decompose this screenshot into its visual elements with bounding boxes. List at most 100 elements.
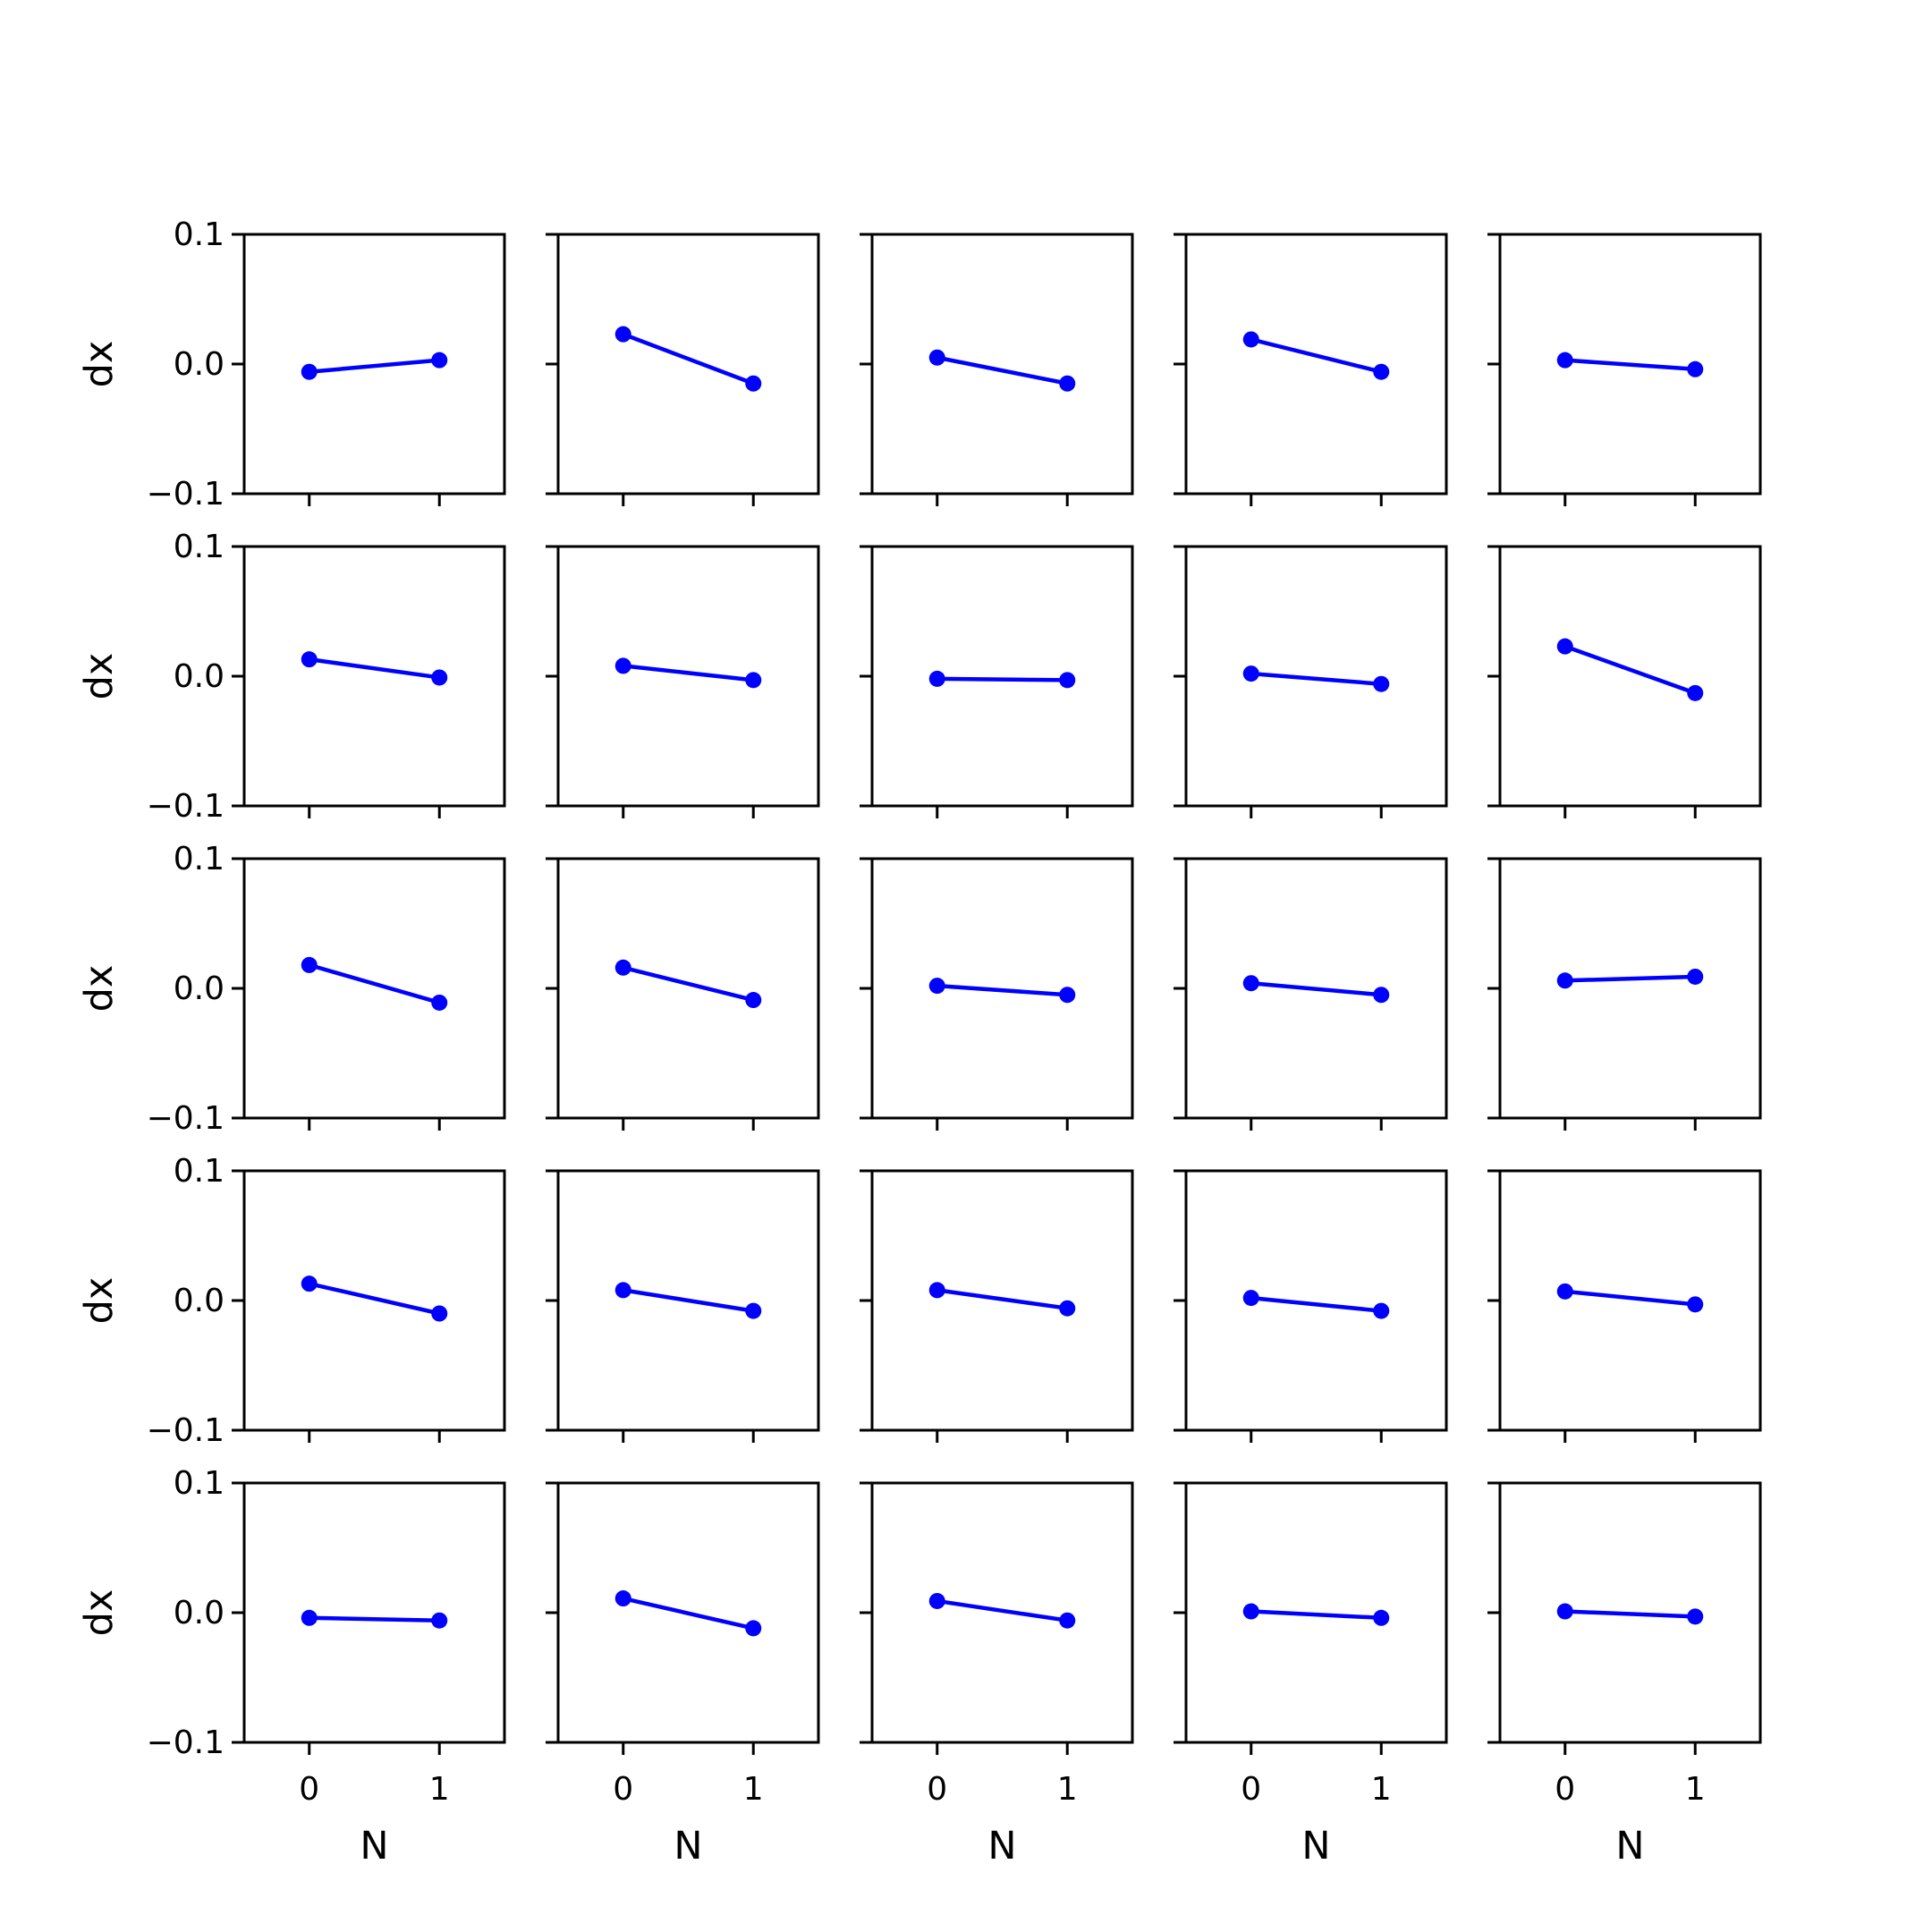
- axes-frame: [242, 857, 506, 1120]
- x-tick-label: 0: [613, 1771, 633, 1808]
- data-point: [1373, 363, 1390, 380]
- subplot-r3-c1: 0.1 0.0 −0.1 dx: [77, 841, 506, 1137]
- series-line: [1563, 644, 1697, 695]
- subplot-r1-c5: [1487, 233, 1762, 506]
- x-tick-label: 1: [1371, 1771, 1392, 1808]
- axes-frame: [1498, 545, 1762, 808]
- series-line: [1564, 358, 1696, 372]
- data-point: [1373, 1302, 1390, 1319]
- y-tick-label: −0.1: [147, 1100, 225, 1137]
- series-line: [1250, 980, 1382, 997]
- y-tick-label: 0.1: [174, 529, 225, 565]
- subplot-r4-c1: 0.1 0.0 −0.1 dx: [77, 1153, 506, 1449]
- axes-frame: [1498, 1169, 1762, 1432]
- x-tick-label: 0: [1241, 1771, 1261, 1808]
- y-tick-label: −0.1: [147, 476, 225, 513]
- x-tick-label: 0: [299, 1771, 319, 1808]
- series-line: [623, 965, 754, 1003]
- data-point: [1687, 968, 1704, 985]
- series-line: [1564, 1289, 1696, 1307]
- data-point: [745, 992, 762, 1009]
- y-tick-label: −0.1: [147, 1412, 225, 1449]
- series-line: [936, 676, 1068, 682]
- data-point: [745, 1620, 762, 1637]
- series-line: [936, 1598, 1068, 1623]
- subplot-r2-c2: [546, 545, 820, 818]
- series-line: [1250, 337, 1382, 374]
- subplot-r3-c5: [1487, 857, 1762, 1131]
- data-point: [431, 1305, 448, 1322]
- data-point: [1242, 975, 1259, 992]
- data-point: [1242, 665, 1259, 682]
- data-point: [1059, 987, 1076, 1004]
- subplot-r2-c5: [1487, 545, 1762, 818]
- x-tick-label: 0: [927, 1771, 947, 1808]
- data-point: [745, 1302, 762, 1319]
- x-axis-label: N: [360, 1824, 388, 1868]
- series-line: [623, 664, 754, 682]
- subplot-r5-c4: 0 1 N: [1174, 1481, 1448, 1868]
- subplot-r5-c2: 0 1 N: [546, 1481, 820, 1868]
- data-point: [431, 352, 448, 369]
- data-point: [1059, 375, 1076, 392]
- axes-frame: [870, 545, 1134, 808]
- data-point: [1687, 1608, 1704, 1625]
- data-point: [928, 1282, 945, 1299]
- axes-frame: [556, 857, 820, 1120]
- axes-frame: [556, 545, 820, 808]
- data-point: [928, 670, 945, 687]
- data-point: [301, 1609, 318, 1626]
- series-line: [1564, 974, 1696, 983]
- data-point: [1059, 1300, 1076, 1317]
- data-point: [431, 994, 448, 1011]
- axes-frame: [870, 233, 1134, 496]
- subplot-r3-c3: [860, 857, 1134, 1131]
- y-tick-label: −0.1: [147, 788, 225, 825]
- subplot-r1-c3: [860, 233, 1134, 506]
- axes-frame: [242, 1481, 506, 1744]
- x-tick-label: 1: [429, 1771, 450, 1808]
- data-point: [614, 657, 631, 674]
- data-point: [301, 651, 318, 668]
- data-point: [301, 1275, 318, 1292]
- axes-frame: [242, 545, 506, 808]
- data-point: [1242, 1603, 1259, 1620]
- data-point: [1373, 675, 1390, 692]
- subplot-r1-c1: 0.1 0.0 −0.1 dx: [77, 216, 506, 513]
- y-axis-label: dx: [77, 965, 122, 1013]
- data-point: [1242, 331, 1259, 348]
- series-line: [623, 1288, 754, 1313]
- series-line: [309, 962, 440, 1005]
- data-point: [928, 978, 945, 995]
- y-tick-label: 0.1: [174, 1465, 225, 1502]
- data-point: [614, 326, 631, 343]
- series-line: [309, 1281, 440, 1316]
- series-line: [623, 1596, 754, 1631]
- data-point: [301, 363, 318, 380]
- subplot-r5-c5: 0 1 N: [1487, 1481, 1762, 1868]
- x-axis-label: N: [1301, 1824, 1330, 1868]
- subplot-r4-c3: [860, 1169, 1134, 1443]
- data-point: [1556, 972, 1573, 989]
- subplot-r3-c4: [1174, 857, 1448, 1131]
- data-point: [1556, 1603, 1573, 1620]
- subplot-r5-c1: 0.1 0.0 −0.1 0 1 dx N: [77, 1465, 506, 1868]
- series-line: [309, 358, 440, 374]
- x-axis-label: N: [987, 1824, 1016, 1868]
- data-point: [431, 1612, 448, 1629]
- series-line: [1250, 1609, 1382, 1621]
- series-line: [1250, 671, 1382, 686]
- subplot-r2-c3: [860, 545, 1134, 818]
- subplot-r4-c2: [546, 1169, 820, 1443]
- y-tick-label: 0.1: [174, 1153, 225, 1190]
- series-line: [1250, 1295, 1382, 1313]
- x-tick-label: 1: [1057, 1771, 1078, 1808]
- data-point: [1059, 1612, 1076, 1629]
- data-point: [1373, 1609, 1390, 1626]
- axes-frame: [870, 1481, 1134, 1744]
- data-point: [1556, 1283, 1573, 1300]
- data-point: [1556, 638, 1573, 655]
- x-axis-label: N: [674, 1824, 702, 1868]
- data-point: [745, 375, 762, 392]
